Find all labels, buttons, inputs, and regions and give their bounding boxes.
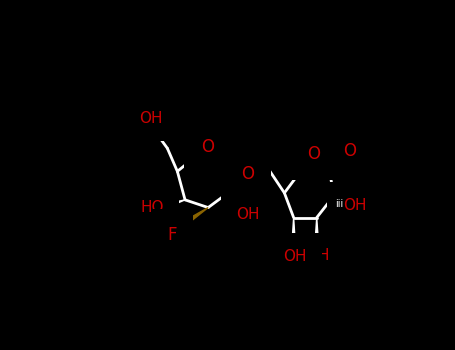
Text: OH: OH	[283, 249, 307, 264]
Text: O: O	[201, 138, 214, 156]
Text: OH: OH	[139, 111, 162, 126]
Text: iii: iii	[335, 199, 343, 209]
Polygon shape	[311, 155, 329, 168]
Polygon shape	[292, 218, 296, 247]
Text: O: O	[241, 164, 254, 183]
Polygon shape	[165, 200, 185, 208]
Polygon shape	[205, 147, 229, 161]
Text: HO: HO	[140, 200, 164, 215]
Text: OH: OH	[307, 248, 330, 263]
Text: O: O	[344, 141, 356, 160]
Polygon shape	[315, 218, 318, 246]
Text: OH: OH	[343, 198, 366, 213]
Polygon shape	[178, 208, 208, 229]
Text: F: F	[167, 225, 177, 244]
Text: OH: OH	[237, 207, 260, 222]
Text: O: O	[307, 145, 320, 163]
